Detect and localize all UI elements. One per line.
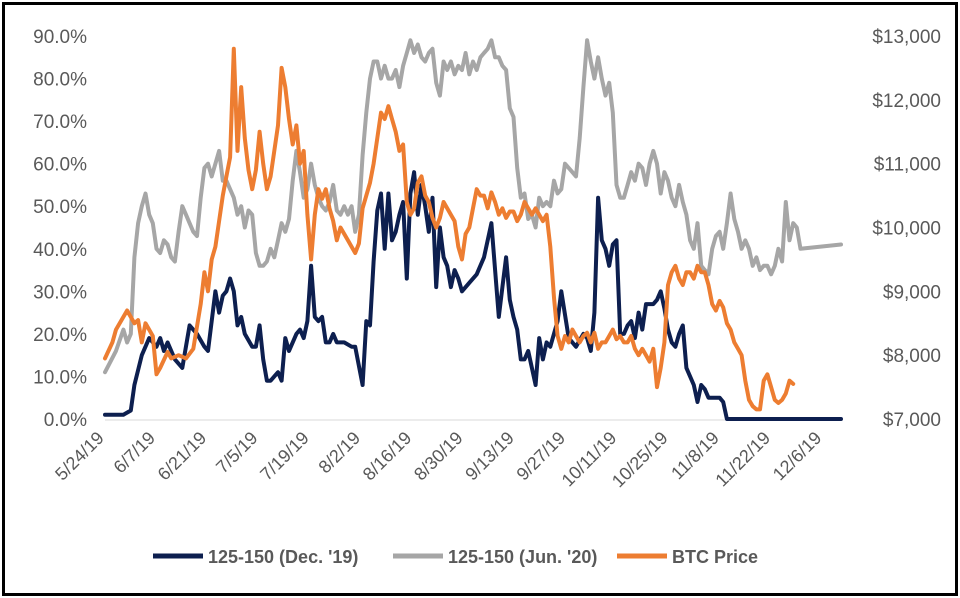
x-axis: 5/24/19 6/7/196/21/19 7/5/197/19/19 8/2/198… [51,428,825,492]
y-right-tick-label: $9,000 [883,282,941,303]
y-left-tick-label: 20.0% [33,325,87,346]
legend-label-2: BTC Price [672,547,758,567]
x-tick-label: 9/13/19 [461,428,518,485]
legend: 125-150 (Dec. '19) 125-150 (Jun. '20) BTC … [153,547,758,567]
legend-label-1: 125-150 (Jun. '20) [448,547,597,567]
y-left-tick-label: 30.0% [33,282,87,303]
y-left-tick-label: 50.0% [33,197,87,218]
y-right-tick-label: $10,000 [872,219,941,240]
y-right-tick-label: $11,000 [874,155,941,176]
series-line-0 [103,170,843,421]
x-tick-label: 12/6/19 [769,428,826,485]
x-tick-label: 8/2/19 [315,428,365,478]
plot-area [103,38,843,421]
y-axis-right: $7,000 $8,000 $9,000 $10,000 $11,000 $12,000 $… [872,27,941,431]
y-left-tick-label: 40.0% [33,240,87,261]
x-tick-label: 6/21/19 [154,428,211,485]
y-right-tick-label: $8,000 [883,346,941,367]
y-left-tick-label: 80.0% [33,70,87,91]
x-tick-label: 10/25/19 [608,428,672,492]
x-tick-label: 5/24/19 [51,428,108,485]
x-tick-label: 8/16/19 [359,428,416,485]
chart-svg: 0.0% 10.0% 20.0% 30.0% 40.0% 50.0% 60.0% 70.0% 8… [33,27,941,567]
x-tick-label: 11/22/19 [711,428,774,491]
x-tick-label: 7/5/19 [212,428,262,478]
y-left-tick-label: 60.0% [33,155,87,176]
x-tick-label: 8/30/19 [410,428,467,485]
y-axis-left: 0.0% 10.0% 20.0% 30.0% 40.0% 50.0% 60.0% 70.0% 8… [33,27,87,431]
series-line-2 [103,46,796,412]
x-tick-label: 7/19/19 [256,428,313,485]
series-line-1 [103,38,843,375]
y-right-tick-label: $12,000 [872,91,941,112]
y-left-tick-label: 0.0% [44,410,87,431]
x-tick-label: 6/7/19 [110,428,160,478]
y-left-tick-label: 70.0% [33,112,87,133]
y-left-tick-label: 90.0% [33,27,87,48]
y-right-tick-label: $13,000 [872,27,941,48]
y-left-tick-label: 10.0% [33,367,87,388]
y-right-tick-label: $7,000 [883,410,941,431]
legend-label-0: 125-150 (Dec. '19) [208,547,358,567]
